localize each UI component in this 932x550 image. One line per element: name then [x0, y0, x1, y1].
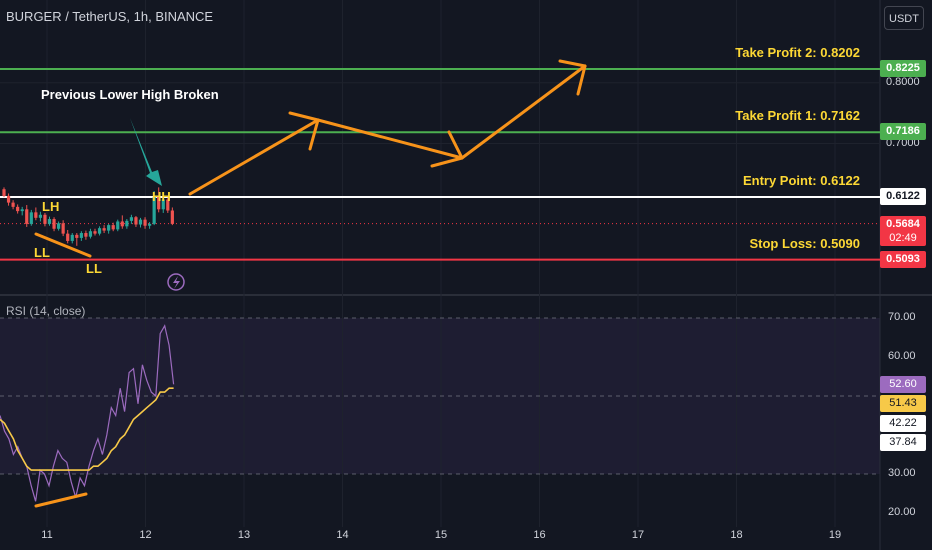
candle-body [2, 189, 6, 196]
ll-label-1: LL [34, 245, 50, 260]
rsi-tag-rsi: 52.60 [880, 376, 926, 393]
lightning-icon [167, 273, 185, 291]
main-pane-bg [0, 0, 932, 294]
current-price-tag: 0.5684 02:49 [880, 215, 926, 246]
candle-body [38, 214, 42, 218]
rsi-tag-rsi_ma: 51.43 [880, 395, 926, 412]
candle-body [134, 217, 138, 225]
x-tick-label: 18 [730, 529, 743, 541]
candle-body [25, 209, 29, 224]
candle-body [129, 217, 133, 221]
ll-label-2: LL [86, 261, 102, 276]
take-profit-2-price-tag: 0.8225 [880, 60, 926, 77]
rsi-line [0, 324, 175, 502]
candle-body [52, 219, 56, 229]
stop-loss-price-tag: 0.5093 [880, 250, 926, 268]
take-profit-2-label: Take Profit 2: 0.8202 [735, 45, 860, 60]
candle-body [79, 233, 83, 238]
x-tick-label: 12 [139, 529, 152, 541]
candle-body [61, 223, 65, 234]
rsi-divergence-line [34, 492, 88, 508]
candle-body [84, 233, 88, 237]
y-tick-label: 0.8000 [886, 75, 920, 88]
lh-label: LH [42, 199, 60, 214]
x-tick-label: 14 [336, 529, 349, 541]
hh-label: HH [152, 189, 171, 204]
candle-body [6, 195, 11, 203]
rsi-pane-bg [0, 297, 932, 550]
take-profit-1-label: Take Profit 1: 0.7162 [735, 108, 860, 124]
candle-body [161, 199, 165, 210]
candle-body [97, 228, 102, 234]
candle-body [125, 220, 129, 227]
rsi_ma-line [0, 387, 174, 471]
x-tick-label: 13 [237, 529, 251, 541]
symbol-title[interactable]: BURGER / TetherUS, 1h, BINANCE [6, 9, 214, 24]
candle-body [138, 219, 143, 225]
candle-body [166, 199, 170, 211]
lower-low-trendline [34, 232, 92, 258]
projection-leg-2 [316, 118, 464, 160]
candle-body [16, 206, 20, 212]
previous-lower-high-label: Previous Lower High Broken [41, 87, 219, 102]
candle-body [75, 234, 79, 238]
currency-button[interactable]: USDT [884, 6, 924, 30]
take-profit-1-price-tag: 0.7186 [880, 123, 926, 141]
candle-body [102, 228, 106, 231]
x-tick-label: 11 [41, 529, 53, 541]
entry-point-price-tag: 0.6122 [880, 188, 926, 205]
candle-body [148, 223, 152, 226]
candle-body [20, 209, 24, 212]
candle-body [88, 231, 93, 237]
projection-leg-3 [460, 64, 587, 160]
x-tick-label: 17 [631, 529, 645, 541]
x-tick-label: 16 [533, 529, 546, 541]
candle-body [11, 202, 15, 207]
candle-body [107, 225, 111, 231]
lightning-icon-bolt [173, 276, 180, 289]
projection-arrowhead-3 [558, 59, 587, 96]
projection-leg-1 [188, 118, 320, 196]
candle-body [43, 214, 47, 224]
candle-body [47, 219, 52, 224]
x-tick-label: 19 [828, 529, 842, 541]
rsi-tag-level: 37.84 [880, 434, 926, 451]
stop-loss-label: Stop Loss: 0.5090 [749, 235, 860, 251]
rsi-title[interactable]: RSI (14, close) [6, 304, 86, 318]
candle-body [152, 197, 156, 224]
countdown-value: 02:49 [889, 231, 917, 244]
rsi-tick-label: 70.00 [888, 311, 916, 323]
entry-point-label: Entry Point: 0.6122 [742, 173, 860, 188]
rsi-tag-level: 42.22 [880, 415, 926, 432]
rsi-tick-label: 20.00 [888, 506, 916, 518]
candle-body [157, 197, 161, 210]
rsi-tick-label: 60.00 [888, 350, 916, 362]
candle-body [143, 219, 147, 226]
candle-body [29, 212, 33, 224]
candle-body [34, 212, 38, 218]
current-price-value: 0.5684 [886, 217, 920, 230]
candle-body [170, 210, 174, 224]
rsi-tick-label: 30.00 [888, 467, 916, 479]
candle-body [116, 221, 120, 230]
x-tick-label: 15 [434, 529, 448, 541]
candle-body [93, 231, 97, 234]
candle-body [57, 223, 61, 229]
candle-body [70, 234, 74, 241]
candle-body [120, 221, 124, 227]
candle-body [66, 233, 70, 241]
teal-pointer-arrow [130, 118, 162, 186]
candle-body [111, 225, 115, 230]
